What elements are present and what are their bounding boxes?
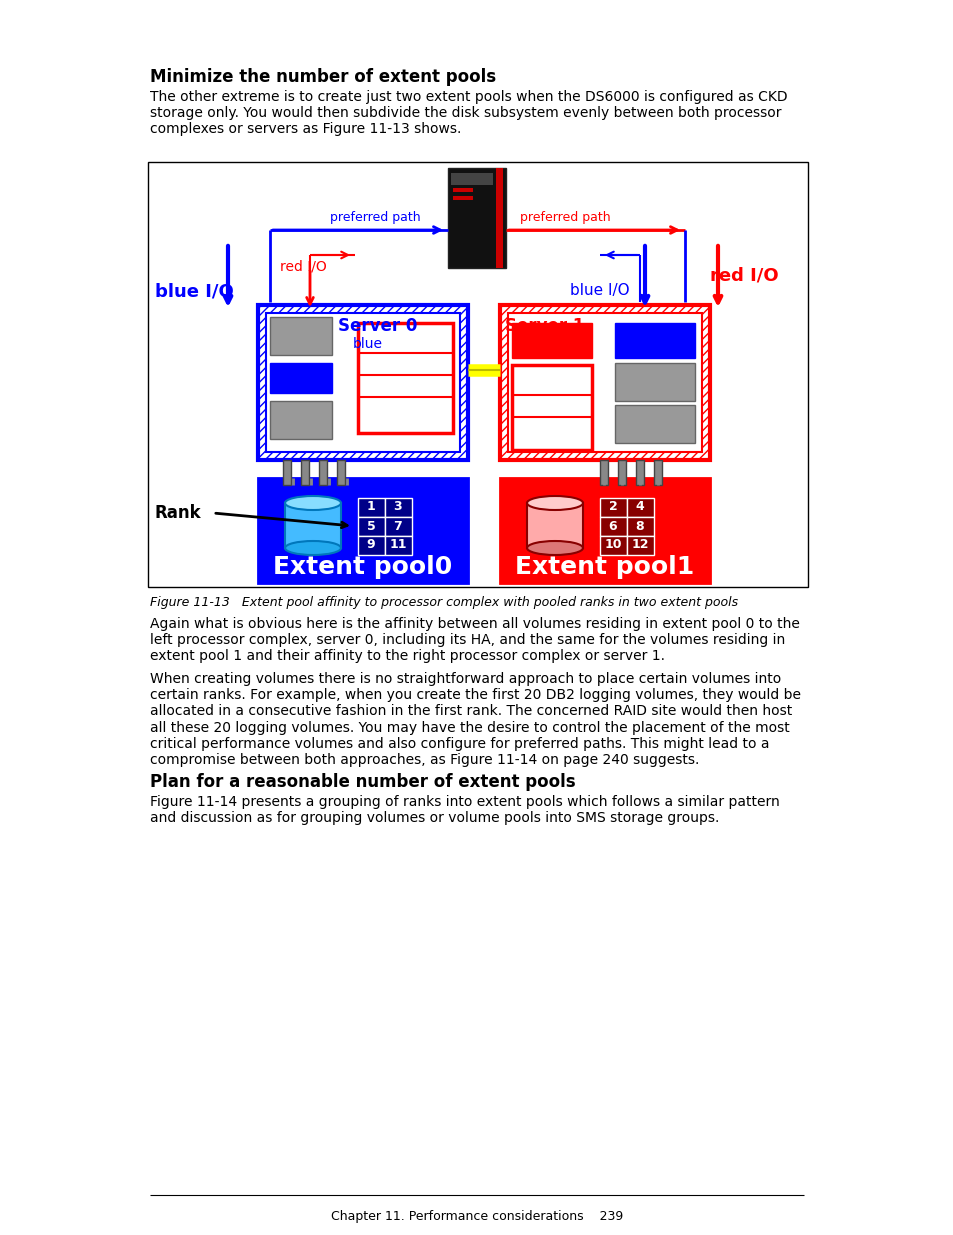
Text: 11: 11: [389, 538, 406, 552]
Bar: [448, 168, 505, 268]
Bar: [512, 324, 592, 358]
Bar: [357, 517, 385, 536]
Text: 10: 10: [603, 538, 621, 552]
Bar: [257, 305, 468, 459]
Text: Figure 11-13   Extent pool affinity to processor complex with pooled ranks in tw: Figure 11-13 Extent pool affinity to pro…: [150, 597, 738, 609]
Bar: [512, 366, 592, 450]
Bar: [599, 517, 626, 536]
Bar: [507, 312, 701, 452]
Text: preferred path: preferred path: [330, 211, 420, 224]
Text: 1: 1: [366, 500, 375, 514]
Text: 6: 6: [608, 520, 617, 532]
Text: 8: 8: [635, 520, 643, 532]
Text: Plan for a reasonable number of extent pools: Plan for a reasonable number of extent p…: [150, 773, 575, 790]
Text: 5: 5: [366, 520, 375, 532]
Text: blue: blue: [353, 337, 382, 351]
Bar: [336, 459, 345, 485]
Text: Server 1: Server 1: [504, 317, 584, 335]
Bar: [626, 498, 654, 517]
Text: 9: 9: [366, 538, 375, 552]
Bar: [385, 498, 412, 517]
Text: red I/O: red I/O: [280, 261, 327, 274]
Bar: [318, 459, 327, 485]
Bar: [301, 459, 309, 485]
Text: The other extreme is to create just two extent pools when the DS6000 is configur: The other extreme is to create just two …: [150, 90, 787, 136]
Text: Server 0: Server 0: [337, 317, 416, 335]
Bar: [270, 401, 332, 438]
Bar: [496, 168, 502, 268]
Bar: [270, 317, 332, 354]
Text: 12: 12: [631, 538, 648, 552]
Text: 7: 7: [394, 520, 402, 532]
Bar: [283, 459, 291, 485]
Bar: [257, 478, 468, 583]
Bar: [599, 459, 607, 485]
Bar: [526, 503, 582, 548]
Bar: [453, 188, 473, 191]
Bar: [385, 536, 412, 555]
Bar: [626, 536, 654, 555]
Text: Again what is obvious here is the affinity between all volumes residing in exten: Again what is obvious here is the affini…: [150, 618, 799, 663]
Bar: [599, 498, 626, 517]
Bar: [285, 503, 340, 548]
Ellipse shape: [526, 496, 582, 510]
Bar: [357, 324, 453, 433]
Text: Rank: Rank: [154, 504, 201, 522]
Bar: [615, 363, 695, 401]
Text: Chapter 11. Performance considerations    239: Chapter 11. Performance considerations 2…: [331, 1210, 622, 1223]
Text: red I/O: red I/O: [709, 267, 778, 285]
Bar: [615, 405, 695, 443]
Text: 3: 3: [394, 500, 402, 514]
Bar: [453, 196, 473, 200]
Bar: [499, 478, 709, 583]
Text: 2: 2: [608, 500, 617, 514]
Bar: [148, 162, 807, 587]
Ellipse shape: [526, 541, 582, 555]
Text: Minimize the number of extent pools: Minimize the number of extent pools: [150, 68, 496, 86]
Bar: [626, 517, 654, 536]
Bar: [599, 536, 626, 555]
Bar: [270, 363, 332, 393]
Bar: [357, 536, 385, 555]
Bar: [499, 551, 709, 583]
Bar: [499, 305, 709, 459]
Bar: [257, 551, 468, 583]
Bar: [357, 498, 385, 517]
Text: blue I/O: blue I/O: [154, 283, 233, 301]
Bar: [654, 459, 661, 485]
Text: red: red: [519, 337, 542, 351]
Text: blue I/O: blue I/O: [569, 283, 629, 298]
Text: Figure 11-14 presents a grouping of ranks into extent pools which follows a simi: Figure 11-14 presents a grouping of rank…: [150, 795, 779, 825]
Bar: [618, 459, 625, 485]
Text: 4: 4: [635, 500, 643, 514]
Bar: [451, 173, 493, 185]
Text: When creating volumes there is no straightforward approach to place certain volu: When creating volumes there is no straig…: [150, 672, 801, 767]
Bar: [385, 517, 412, 536]
Ellipse shape: [285, 496, 340, 510]
Text: Extent pool0: Extent pool0: [274, 555, 452, 579]
Ellipse shape: [285, 541, 340, 555]
Bar: [266, 312, 459, 452]
Bar: [636, 459, 643, 485]
Bar: [615, 324, 695, 358]
Text: Extent pool1: Extent pool1: [515, 555, 694, 579]
Text: preferred path: preferred path: [519, 211, 610, 224]
